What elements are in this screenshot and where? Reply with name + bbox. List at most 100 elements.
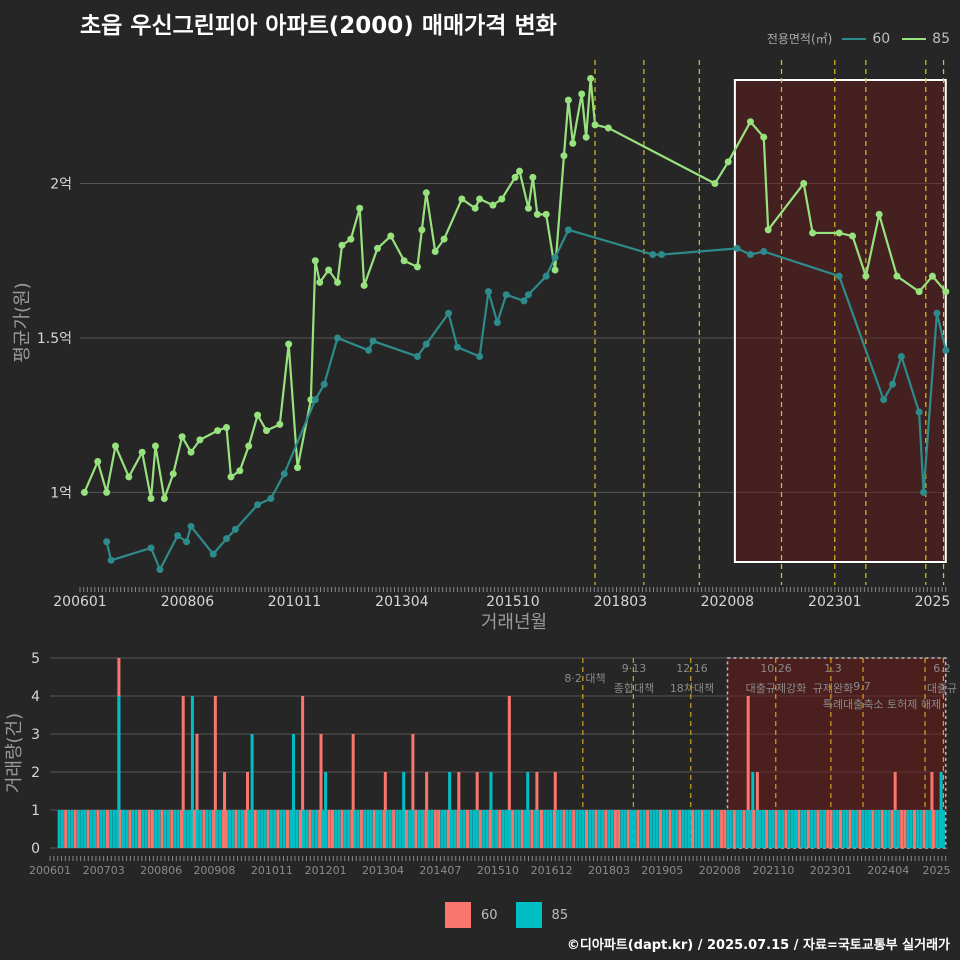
bar-baseline [630, 810, 634, 848]
bar-baseline [228, 810, 232, 848]
bar-baseline [318, 810, 322, 848]
bar-baseline [565, 810, 569, 848]
x-tick-label: 202301 [808, 594, 861, 610]
y-tick-label: 1.5억 [37, 331, 72, 347]
bar-baseline [691, 810, 695, 848]
bar-baseline [215, 810, 219, 848]
bar-baseline [826, 810, 830, 848]
data-point-85 [533, 210, 541, 218]
bar-baseline [597, 810, 601, 848]
bar-baseline [186, 810, 190, 848]
bar-baseline [929, 810, 933, 848]
x-tick-label: 202008 [701, 594, 754, 610]
data-point-85 [254, 411, 262, 419]
bar-baseline [591, 810, 595, 848]
bar-baseline [93, 810, 97, 848]
bar-baseline [726, 810, 730, 848]
bar-baseline [340, 810, 344, 848]
data-point-60 [746, 251, 754, 259]
data-point-85 [227, 473, 235, 481]
bar-baseline [774, 810, 778, 848]
data-point-85 [582, 133, 590, 141]
bar-baseline [80, 810, 84, 848]
bar-baseline [260, 810, 264, 848]
bar-baseline [848, 810, 852, 848]
bar-baseline [147, 810, 151, 848]
bar-baseline [556, 810, 560, 848]
bar-baseline [710, 810, 714, 848]
bar-baseline [485, 810, 489, 848]
bar-baseline [327, 810, 331, 848]
bar-baseline [266, 810, 270, 848]
bar-baseline [154, 810, 158, 848]
data-point-85 [356, 204, 364, 212]
bar-baseline [649, 810, 653, 848]
bar-baseline [121, 810, 125, 848]
bar-baseline [613, 810, 617, 848]
data-point-85 [529, 173, 537, 181]
bar-baseline [568, 810, 572, 848]
bar-baseline [494, 810, 498, 848]
policy-annotation: 특례대출축소 토허제 해제 [823, 697, 941, 711]
bar-baseline [736, 810, 740, 848]
data-point-60 [880, 396, 888, 404]
bar-baseline [337, 810, 341, 848]
bar-baseline [343, 810, 347, 848]
bar-baseline [440, 810, 444, 848]
data-point-85 [498, 195, 506, 203]
x-tick-label: 201407 [419, 864, 461, 877]
data-point-60 [835, 272, 843, 280]
bar-baseline [163, 810, 167, 848]
bar-baseline [253, 810, 257, 848]
bar-baseline [720, 810, 724, 848]
bar-baseline [723, 810, 727, 848]
bar-baseline [520, 810, 524, 848]
bar-baseline [395, 810, 399, 848]
bar-baseline [748, 810, 752, 848]
data-point-60 [889, 380, 897, 388]
bar-baseline [321, 810, 325, 848]
bar-baseline [234, 810, 238, 848]
bar-baseline [334, 810, 338, 848]
bar-baseline [247, 810, 251, 848]
data-point-85 [578, 90, 586, 98]
data-point-85 [214, 427, 222, 435]
bar-baseline [157, 810, 161, 848]
data-point-60 [502, 291, 510, 299]
x-axis-title: 거래년월 [481, 612, 547, 633]
data-point-60 [658, 251, 666, 259]
bar-baseline [758, 810, 762, 848]
data-point-85 [94, 457, 102, 465]
data-point-60 [542, 272, 550, 280]
y-tick-label: 4 [31, 689, 40, 705]
bar-baseline [449, 810, 453, 848]
y-tick-label: 0 [31, 841, 40, 857]
data-point-85 [338, 241, 346, 249]
bar-baseline [498, 810, 502, 848]
bar-baseline [424, 810, 428, 848]
policy-annotation: 6.2 [933, 662, 951, 675]
data-point-60 [103, 538, 111, 546]
bar-baseline [932, 810, 936, 848]
bar-baseline [700, 810, 704, 848]
bar-baseline [536, 810, 540, 848]
data-point-85 [418, 226, 426, 234]
bar-baseline [89, 810, 93, 848]
bar-baseline [324, 810, 328, 848]
bar-baseline [202, 810, 206, 848]
bar-baseline [212, 810, 216, 848]
bar-baseline [67, 810, 71, 848]
bar-baseline [742, 810, 746, 848]
bar-baseline [379, 810, 383, 848]
data-point-85 [440, 235, 448, 243]
bar-baseline [543, 810, 547, 848]
chart-title: 초읍 우신그린피아 아파트(2000) 매매가격 변화 [80, 13, 557, 39]
bar-baseline [237, 810, 241, 848]
bar-baseline [716, 810, 720, 848]
x-tick-label: 202301 [810, 864, 852, 877]
x-tick-label: 201201 [305, 864, 347, 877]
bar-baseline [491, 810, 495, 848]
bar-baseline [302, 810, 306, 848]
x-tick-label: 201510 [477, 864, 519, 877]
bar-baseline [224, 810, 228, 848]
